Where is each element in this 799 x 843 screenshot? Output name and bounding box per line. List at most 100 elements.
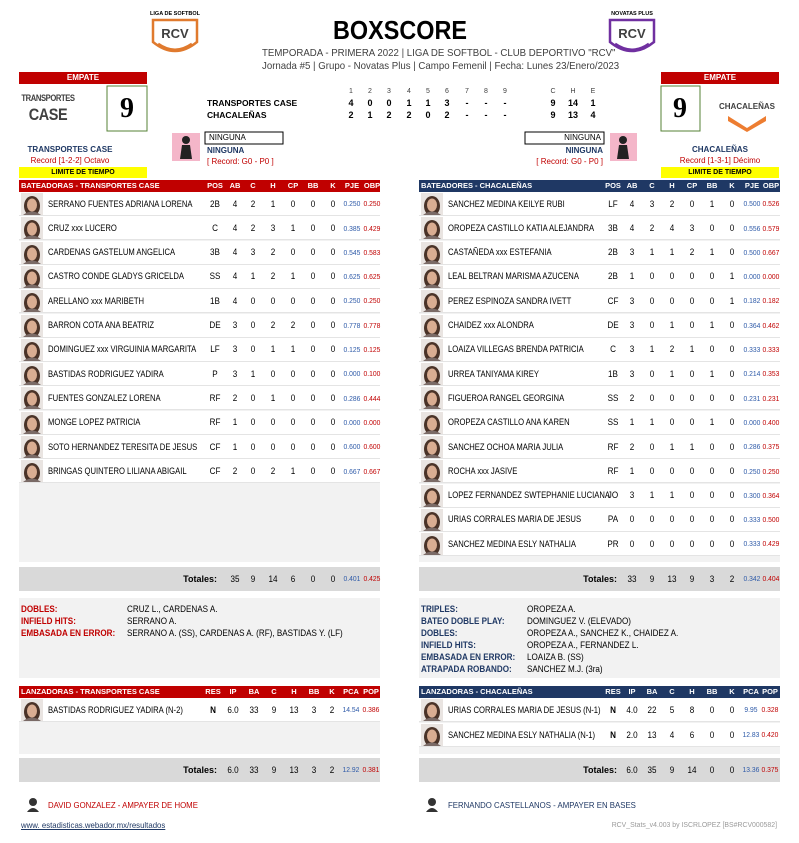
table-row	[419, 386, 780, 411]
total: 9	[649, 573, 655, 584]
totals-bar	[419, 758, 780, 782]
logo-label: LIGA DE SOFTBOL	[150, 11, 200, 18]
stat: 0	[669, 514, 675, 525]
column-header: OBP	[363, 181, 381, 191]
pitcher-result: NINGUNA	[209, 133, 246, 142]
stat: 0.364	[743, 320, 761, 330]
stat: 1	[629, 465, 635, 476]
table-row	[19, 240, 380, 265]
player-name: OROPEZA CASTILLO ANA KAREN	[448, 417, 570, 428]
stat: 0	[330, 222, 336, 233]
stat: 2	[669, 198, 675, 209]
stat: 0.420	[761, 730, 779, 740]
total: 0	[330, 573, 336, 584]
stat: 4	[232, 198, 238, 209]
player-name: BARRON COTA ANA BEATRIZ	[48, 320, 154, 330]
stat: RF	[607, 441, 619, 452]
extra-label: DOBLES:	[21, 603, 58, 614]
stat: 0	[689, 465, 695, 476]
linescore-header: 3	[387, 87, 391, 95]
linescore-cell: 1	[406, 97, 412, 108]
stat: 0	[689, 320, 695, 330]
stat: 0.000	[743, 417, 761, 427]
stat: SS	[209, 271, 221, 282]
player-photo	[421, 193, 443, 215]
linescore-team: TRANSPORTES CASE	[207, 97, 298, 108]
stat: C	[212, 222, 218, 233]
stat: 6.0	[227, 704, 239, 715]
total: 0	[729, 764, 735, 775]
stat: N	[610, 729, 616, 740]
logo-text: RCV	[618, 25, 646, 41]
stat: 1	[669, 247, 675, 258]
stat: 0	[330, 198, 336, 209]
stat: 3	[629, 490, 635, 501]
stat: 1	[270, 392, 276, 403]
player-name: SANCHEZ MEDINA KEILYE RUBI	[448, 198, 565, 209]
player-photo	[421, 265, 443, 288]
stat: 0	[689, 392, 695, 403]
pitcher-record: [ Record: G0 - P0 ]	[207, 157, 274, 166]
total: 6.0	[626, 764, 638, 775]
stat: 4	[629, 198, 635, 209]
stat: 0	[649, 392, 655, 403]
stat: 0	[330, 465, 336, 476]
stat: DE	[607, 320, 619, 330]
link[interactable]: www. estadisticas.webador.mx/resultados	[21, 819, 166, 830]
stat: 0	[290, 417, 296, 428]
table-row	[419, 410, 780, 435]
stat: 0.526	[762, 199, 780, 209]
stat: 0	[310, 392, 316, 403]
totals-label: Totales:	[183, 764, 217, 775]
stat: 0	[649, 368, 655, 379]
table-row	[419, 313, 780, 338]
column-header: H	[689, 687, 695, 697]
stat: 0	[709, 490, 715, 501]
stat: 0	[270, 368, 276, 379]
stat: 0.462	[762, 320, 780, 330]
stat: 0	[330, 368, 336, 379]
stat: 2	[250, 222, 256, 233]
stat: 0	[709, 344, 715, 355]
stat: N	[610, 704, 616, 715]
stat: 1	[709, 198, 715, 209]
player-name: ARELLANO xxx MARIBETH	[48, 295, 145, 306]
extra-value: SERRANO A.	[127, 615, 177, 626]
stat: 0	[729, 320, 735, 330]
table-row	[419, 459, 780, 484]
total: 9	[689, 573, 695, 584]
stat: N	[210, 704, 216, 715]
total: 12.92	[342, 765, 360, 775]
column-header: POP	[363, 687, 379, 697]
player-photo	[421, 314, 443, 337]
totals-label: Totales:	[183, 573, 217, 584]
stat: 0	[669, 538, 675, 549]
stat: 0.385	[343, 223, 361, 233]
stat: 0	[310, 198, 316, 209]
stat: 0	[709, 729, 715, 740]
column-header: PJE	[344, 181, 360, 191]
player-name: DOMINGUEZ xxx VIRGUINIA MARGARITA	[48, 344, 197, 355]
table-row	[419, 532, 780, 557]
totals-bar	[419, 567, 780, 591]
linescore-cell: -	[503, 109, 507, 120]
column-header: BB	[706, 687, 718, 697]
stat: 0	[290, 295, 296, 306]
stat: 0.364	[762, 490, 780, 500]
player-photo	[421, 460, 443, 483]
table-row	[19, 337, 380, 362]
stat: 0	[290, 441, 296, 452]
stat: 0.583	[363, 247, 381, 257]
total: 33	[627, 573, 637, 584]
table-row	[19, 362, 380, 387]
stat: 3B	[608, 222, 618, 233]
stat: 1	[649, 490, 655, 501]
details: Jornada #5 | Grupo - Novatas Plus | Camp…	[262, 59, 620, 72]
stat: 0.429	[363, 223, 381, 233]
stat: 0	[310, 465, 316, 476]
player-photo	[421, 484, 443, 507]
linescore-header: 7	[465, 87, 469, 95]
stat: 0	[330, 392, 336, 403]
